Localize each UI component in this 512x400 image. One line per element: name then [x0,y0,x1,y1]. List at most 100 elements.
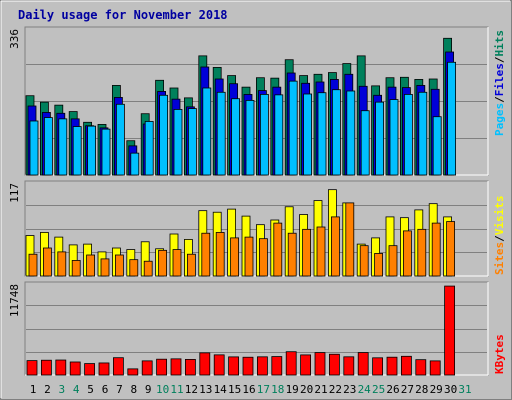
x-tick-label-day-23: 23 [343,383,356,396]
x-tick-label-day-17: 17 [257,383,270,396]
x-tick-label-day-29: 29 [430,383,443,396]
bar-sites-day-24 [359,245,369,277]
x-tick-label-day-30: 30 [444,383,457,396]
x-tick-label-day-27: 27 [401,383,414,396]
legend-sites-visits: Sites/Visits [493,196,506,276]
x-tick-label-day-24: 24 [358,383,372,396]
bar-kbytes-day-21 [314,352,326,376]
bar-kbytes-day-12 [184,359,196,376]
y-max-label-kbytes: 11748 [8,284,21,317]
bar-pages-day-22 [331,89,341,176]
bar-sites-day-16 [244,236,254,277]
bar-pages-day-30 [447,61,457,176]
chart-title: Daily usage for November 2018 [18,8,228,22]
bar-kbytes-day-17 [256,356,268,376]
bar-kbytes-day-23 [343,356,355,376]
x-tick-label-day-22: 22 [329,383,342,396]
bar-pages-day-13 [202,87,212,176]
x-tick-label-day-9: 9 [145,383,152,396]
bar-kbytes-day-19 [285,351,297,376]
x-tick-label-day-11: 11 [170,383,183,396]
bar-kbytes-day-8 [127,368,139,376]
bar-sites-day-4 [71,260,81,277]
bar-sites-day-6 [100,258,110,277]
bar-kbytes-day-20 [300,354,312,376]
bar-kbytes-day-24 [357,352,369,376]
bar-pages-day-17 [259,94,269,176]
bar-pages-day-12 [187,108,197,176]
bar-pages-day-28 [418,91,428,176]
x-tick-label-day-20: 20 [300,383,313,396]
bar-kbytes-day-27 [400,355,412,376]
bar-kbytes-day-25 [372,357,384,376]
x-tick-label-day-7: 7 [116,383,123,396]
bar-pages-day-5 [87,125,96,176]
bar-kbytes-day-3 [55,359,67,376]
bar-pages-day-11 [173,109,183,176]
x-tick-label-day-15: 15 [228,383,241,396]
bar-kbytes-day-5 [84,363,95,376]
bar-pages-day-7 [116,103,125,176]
bar-kbytes-day-7 [113,357,124,376]
bars-visits-sites [25,189,456,277]
bar-pages-day-23 [346,90,356,176]
bar-sites-day-7 [115,254,124,277]
bar-sites-day-30 [446,221,456,277]
bar-sites-day-26 [388,245,398,277]
x-tick-label-day-8: 8 [130,383,137,396]
x-tick-label-day-1: 1 [30,383,37,396]
legend-files: Files [493,63,506,96]
bar-pages-day-3 [58,118,68,176]
bar-sites-day-22 [330,216,340,277]
x-tick-label-day-21: 21 [314,383,327,396]
bar-sites-day-10 [158,249,168,277]
bar-pages-day-14 [216,91,226,176]
x-axis-day-labels: 1 2 3 4 5 6 7 8 9 10 11 12 13 14 15 16 17 18 19 20 21 22 23 24 2… [30,383,472,396]
x-tick-label-day-4: 4 [73,383,80,396]
bar-kbytes-day-26 [386,356,398,376]
bar-kbytes-day-6 [98,362,110,376]
x-tick-label-day-16: 16 [242,383,255,396]
bar-sites-day-5 [86,254,95,277]
x-tick-label-day-26: 26 [386,383,399,396]
bar-kbytes-day-15 [228,356,240,376]
bar-pages-day-9 [144,121,154,176]
bar-pages-day-2 [44,117,53,176]
legend-visits: Visits [493,196,506,236]
y-max-label-hits: 336 [8,29,21,49]
x-tick-label-day-25: 25 [372,383,385,396]
bar-kbytes-day-28 [415,359,427,376]
bar-pages-day-6 [101,128,111,176]
legend-pages-files-hits: Pages/Files/Hits [493,30,506,136]
bar-sites-day-12 [186,253,196,277]
x-tick-label-day-19: 19 [286,383,299,396]
legend-pages: Pages [493,103,506,136]
bar-sites-day-28 [417,228,427,277]
bar-pages-day-15 [231,98,241,176]
bar-sites-day-20 [302,228,312,277]
x-tick-label-day-6: 6 [102,383,109,396]
bar-kbytes-day-14 [213,354,225,376]
bar-sites-day-27 [402,230,412,277]
bar-kbytes-day-2 [41,359,52,376]
bar-sites-day-2 [43,247,52,277]
bar-kbytes-day-16 [242,356,254,376]
x-tick-label-day-18: 18 [271,383,284,396]
grid-kbytes [26,305,487,353]
bar-kbytes-day-4 [69,361,81,376]
bar-pages-day-18 [274,94,284,176]
bar-pages-day-21 [317,92,327,176]
x-tick-label-day-14: 14 [214,383,228,396]
bar-kbytes-day-30 [444,285,456,376]
bar-pages-day-24 [360,110,370,176]
bar-sites-day-3 [57,251,67,277]
legend-hits: Hits [493,30,506,57]
bar-sites-day-9 [143,260,153,277]
bar-sites-day-21 [316,226,326,277]
x-tick-label-day-28: 28 [415,383,428,396]
bar-sites-day-8 [129,259,139,277]
bar-pages-day-16 [245,100,255,176]
bar-kbytes-day-9 [141,360,153,376]
x-tick-label-day-13: 13 [199,383,212,396]
bar-sites-day-18 [273,222,283,277]
